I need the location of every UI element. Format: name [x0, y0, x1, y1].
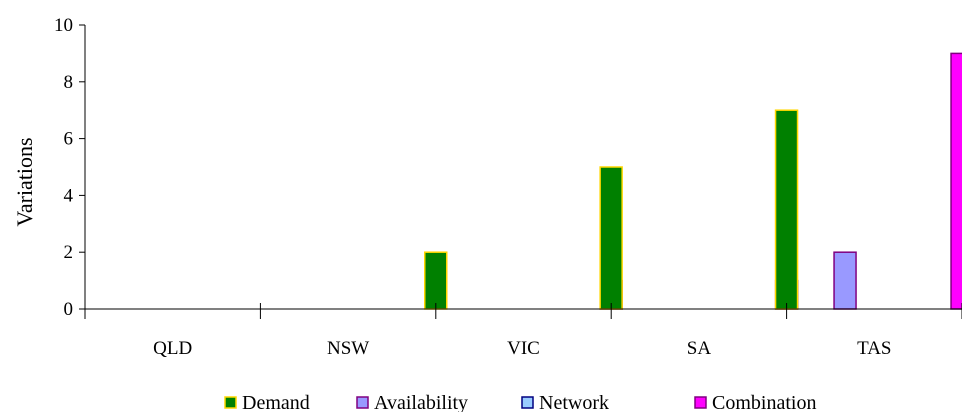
legend-label-demand: Demand — [242, 392, 310, 412]
x-category-label: NSW — [327, 338, 369, 359]
y-tick-label: 0 — [64, 299, 74, 320]
x-category-label: SA — [687, 338, 712, 359]
bar-demand-tas — [774, 109, 799, 310]
legend: Demand Availability Network Combination — [224, 392, 816, 412]
legend-swatch-combination — [694, 396, 707, 409]
bar-availability-tas — [833, 251, 857, 310]
y-tick-label: 4 — [64, 185, 74, 206]
bar-demand-sa — [599, 166, 623, 310]
x-category-label: VIC — [507, 338, 540, 359]
x-category-label: QLD — [153, 338, 192, 359]
plot-area: 0 2 4 6 8 10 QLD NSW VIC SA TAS — [54, 15, 962, 359]
y-tick-label: 6 — [64, 129, 74, 150]
legend-label-combination: Combination — [712, 392, 816, 412]
legend-swatch-demand — [224, 396, 237, 409]
legend-label-availability: Availability — [374, 392, 468, 412]
y-tick-label: 8 — [64, 72, 74, 93]
bar-demand-vic — [424, 251, 448, 310]
y-axis-title: Variations — [12, 137, 37, 226]
legend-swatch-network — [521, 396, 534, 409]
legend-swatch-availability — [356, 396, 369, 409]
bar-combination-tas — [950, 52, 962, 310]
x-category-label: TAS — [857, 338, 891, 359]
y-tick-label: 10 — [54, 15, 73, 36]
legend-label-network: Network — [539, 392, 609, 412]
y-tick-label: 2 — [64, 242, 74, 263]
